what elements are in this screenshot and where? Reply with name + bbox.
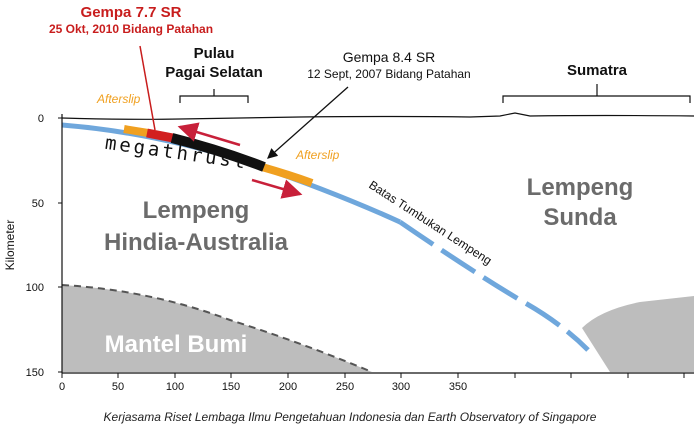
x-tick-label: 100 <box>166 381 184 393</box>
y-tick-label: 100 <box>26 282 44 294</box>
plate-sunda-line1: Lempeng <box>527 174 634 201</box>
pointer-2010 <box>139 45 156 131</box>
x-tick-label: 200 <box>279 381 297 393</box>
pointer-2007 <box>267 86 349 159</box>
y-tick-label: 0 <box>38 113 44 125</box>
bracket-sumatra <box>502 84 691 103</box>
y-tick-label: 50 <box>32 198 44 210</box>
plate-indo-line1: Lempeng <box>143 197 250 224</box>
x-tick-label: 50 <box>112 381 124 393</box>
motion-arrow-upper <box>177 122 241 147</box>
x-tick-label: 150 <box>222 381 240 393</box>
afterslip-label-right: Afterslip <box>295 148 340 162</box>
quake-2010-title: Gempa 7.7 SR <box>81 4 182 21</box>
mantle-region-left <box>62 285 372 372</box>
bracket-pagai <box>179 89 249 103</box>
mantle-label: Mantel Bumi <box>105 331 248 358</box>
x-ticks <box>61 373 685 378</box>
island-label-line2: Pagai Selatan <box>165 64 263 81</box>
sumatra-label: Sumatra <box>567 62 628 79</box>
y-ticks <box>58 117 62 373</box>
quake-2007-subtitle: 12 Sept, 2007 Bidang Patahan <box>307 67 470 81</box>
surface-line <box>61 112 695 120</box>
rupture-2010-segment <box>146 128 174 143</box>
plate-indo-line2: Hindia-Australia <box>104 229 289 256</box>
y-tick-label: 150 <box>26 367 44 379</box>
afterslip-segment-right <box>260 163 314 187</box>
x-tick-label: 250 <box>336 381 354 393</box>
afterslip-label-left: Afterslip <box>96 92 141 106</box>
motion-arrow-lower <box>251 178 303 199</box>
plate-sunda-line2: Sunda <box>543 204 617 231</box>
island-label-line1: Pulau <box>194 45 235 62</box>
afterslip-segment-left <box>123 125 149 137</box>
slab-boundary-dashed <box>398 219 590 352</box>
figure-caption: Kerjasama Riset Lembaga Ilmu Pengetahuan… <box>104 410 597 424</box>
x-tick-label: 300 <box>392 381 410 393</box>
mantle-region-right <box>582 296 694 372</box>
y-axis-label: Kilometer <box>3 220 17 271</box>
boundary-label: Batas Tumbukan Lempeng <box>366 178 494 268</box>
quake-2007-title: Gempa 8.4 SR <box>343 49 436 65</box>
x-tick-label: 350 <box>449 381 467 393</box>
mantle-boundary-dashed <box>61 284 373 373</box>
quake-2010-subtitle: 25 Okt, 2010 Bidang Patahan <box>49 22 213 36</box>
x-tick-label: 0 <box>59 381 65 393</box>
